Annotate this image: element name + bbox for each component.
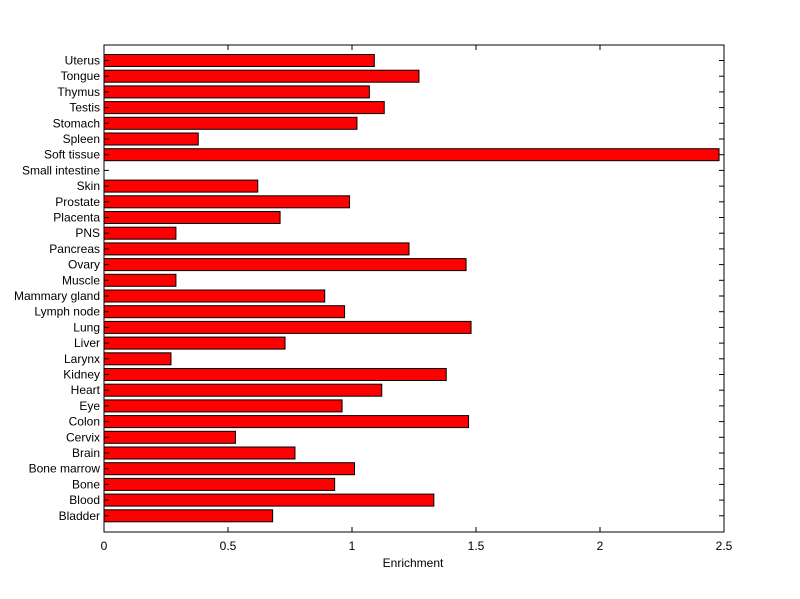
y-tick-label-lung: Lung xyxy=(73,320,100,334)
y-tick-label-colon: Colon xyxy=(69,415,100,429)
y-tick-label-bone: Bone xyxy=(72,477,100,491)
x-tick-label: 2 xyxy=(597,539,604,553)
bar-cervix xyxy=(103,430,236,444)
y-tick-label-eye: Eye xyxy=(79,399,100,413)
bar-blood xyxy=(103,493,435,507)
bar-uterus xyxy=(103,54,375,67)
y-tick-label-spleen: Spleen xyxy=(63,132,100,146)
x-tick-label: 1 xyxy=(349,539,356,553)
bar-skin xyxy=(103,179,259,193)
bar-pns xyxy=(103,226,177,240)
y-tick-label-prostate: Prostate xyxy=(55,195,100,209)
bar-kidney xyxy=(103,368,447,381)
bar-soft-tissue xyxy=(103,148,720,162)
bar-spleen xyxy=(103,132,199,146)
bar-lymph-node xyxy=(103,305,346,319)
bar-placenta xyxy=(103,211,281,224)
bar-tongue xyxy=(103,69,420,83)
bar-larynx xyxy=(103,352,172,366)
y-tick-label-skin: Skin xyxy=(77,179,100,193)
bar-brain xyxy=(103,446,296,460)
x-tick-label: 0.5 xyxy=(220,539,237,553)
bar-testis xyxy=(103,101,385,115)
x-tick-label: 1.5 xyxy=(468,539,485,553)
y-tick-label-lymph-node: Lymph node xyxy=(34,305,100,319)
x-axis-title: Enrichment xyxy=(383,556,444,570)
bar-liver xyxy=(103,336,286,350)
y-tick-label-muscle: Muscle xyxy=(62,273,100,287)
y-tick-label-tongue: Tongue xyxy=(61,69,101,83)
bar-colon xyxy=(103,415,470,429)
y-tick-label-liver: Liver xyxy=(74,336,100,350)
y-tick-label-kidney: Kidney xyxy=(63,368,100,382)
y-tick-label-bladder: Bladder xyxy=(59,509,100,523)
bar-heart xyxy=(103,383,383,397)
y-tick-label-pancreas: Pancreas xyxy=(49,242,100,256)
y-tick-label-placenta: Placenta xyxy=(53,211,100,225)
y-tick-label-ovary: Ovary xyxy=(68,258,100,272)
bar-stomach xyxy=(103,116,358,130)
y-tick-label-blood: Blood xyxy=(69,493,100,507)
y-tick-label-thymus: Thymus xyxy=(57,85,100,99)
y-tick-label-cervix: Cervix xyxy=(66,430,100,444)
bar-pancreas xyxy=(103,242,410,256)
bar-muscle xyxy=(103,273,177,287)
x-tick-label: 2.5 xyxy=(716,539,733,553)
y-tick-label-pns: PNS xyxy=(75,226,100,240)
bar-mammary-gland xyxy=(103,289,326,303)
bar-prostate xyxy=(103,195,351,209)
plot-frame xyxy=(103,44,725,533)
bar-bladder xyxy=(103,509,274,523)
bar-thymus xyxy=(103,85,370,99)
bar-ovary xyxy=(103,258,467,272)
y-tick-label-heart: Heart xyxy=(71,383,101,397)
y-tick-label-brain: Brain xyxy=(72,446,100,460)
bar-bone xyxy=(103,477,336,491)
bar-bone-marrow xyxy=(103,462,355,476)
y-tick-label-uterus: Uterus xyxy=(65,54,100,68)
y-tick-label-larynx: Larynx xyxy=(64,352,100,366)
bar-eye xyxy=(103,399,343,413)
x-tick-label: 0 xyxy=(101,539,108,553)
y-tick-label-mammary-gland: Mammary gland xyxy=(14,289,100,303)
y-tick-label-small-intestine: Small intestine xyxy=(22,163,100,177)
y-tick-label-bone-marrow: Bone marrow xyxy=(29,462,101,476)
y-tick-label-testis: Testis xyxy=(69,101,100,115)
ticks-layer xyxy=(103,45,725,532)
bar-lung xyxy=(103,320,472,334)
y-tick-label-soft-tissue: Soft tissue xyxy=(44,148,100,162)
x-tick-labels: 0 0.5 1 1.5 2 2.5 xyxy=(101,539,733,553)
y-tick-label-stomach: Stomach xyxy=(53,116,100,130)
